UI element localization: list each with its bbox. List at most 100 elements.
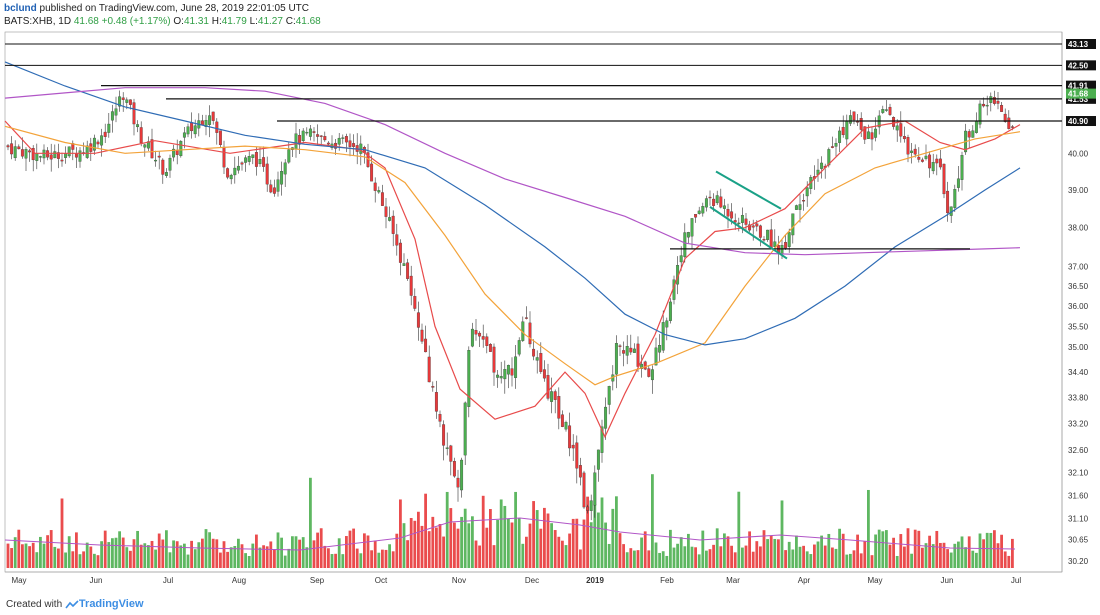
price-axis: 40.00 39.00 38.00 37.00 36.50 36.00 35.50 35.00… [1066,39,1096,566]
volume-bar [521,543,525,568]
volume-bar [773,538,777,568]
candle-body [629,347,633,353]
candle-body [442,424,446,446]
candle-body [298,135,302,145]
volume-bar [874,534,877,568]
volume-bar [503,505,507,568]
candle-body [632,348,636,353]
candle-body [78,150,82,162]
volume-bar [737,491,741,568]
volume-bar [672,547,676,568]
x-tick-label: Aug [232,576,246,585]
volume-bar [528,523,532,568]
volume-bar [442,536,445,568]
candle-body [758,225,762,238]
moving-average-line[interactable] [4,87,1021,256]
volume-bar [424,493,427,568]
published-text: published on TradingView.com, June 28, 2… [36,3,309,14]
volume-bar [827,533,831,568]
volume-bar [507,518,510,568]
price-level-label: 43.13 [1068,40,1089,49]
candle-body [820,162,824,169]
candle-body [557,396,561,419]
volume-bar [341,554,345,568]
candle-body [470,328,474,347]
moving-average-line[interactable] [4,125,1021,386]
volume-bar [514,491,517,568]
volume-bar [175,541,179,568]
candle-body [172,148,176,158]
volume-bar [1003,551,1007,568]
candle-body [53,151,57,159]
volume-bar [805,551,809,568]
candle-body [254,152,258,167]
volume-bar [449,508,453,568]
candle-body [568,425,572,449]
candle-body [287,149,291,163]
price-level-label: 40.90 [1068,117,1089,126]
candle-body [953,189,957,208]
y-tick-label: 31.10 [1068,514,1089,523]
volume-bar [485,527,489,568]
candle-body [344,136,348,143]
volume-bar [676,543,679,568]
candle-body [737,222,741,225]
candle-body [733,220,737,223]
last-price: 41.68 [73,16,99,27]
candle-body [740,215,744,223]
candle-body [125,99,129,103]
channel-upper-line[interactable] [715,170,782,210]
candle-body [226,168,230,178]
last-price-tag [1066,88,1096,99]
volume-bar [280,537,283,568]
candle-body [161,159,165,175]
y-tick-label: 33.20 [1068,420,1089,429]
candle-body [578,465,582,478]
moving-average-line[interactable] [4,61,1021,346]
candle-body [128,99,132,105]
volume-bar [193,549,197,568]
volume-bar [21,544,24,568]
y-tick-label: 32.10 [1068,468,1089,477]
candle-body [182,132,186,138]
volume-bar [964,547,967,568]
volume-bar [150,540,154,568]
candle-body [218,130,222,146]
candle-body [704,198,708,208]
volume-bar [100,541,103,568]
volume-bar [708,549,712,568]
candle-body [143,144,147,148]
volume-bar [733,552,737,568]
channel-lower-line[interactable] [709,206,788,260]
moving-average-line[interactable] [4,120,1021,439]
volume-bar [795,535,798,568]
volume-bar [355,548,359,568]
close-value: 41.68 [295,16,321,27]
volume-bar [939,542,942,568]
volume-bar [654,542,658,568]
volume-bar [885,530,888,568]
volume-bar [157,533,161,568]
volume-bar [953,543,957,568]
volume-bar [546,513,550,568]
volume-bar [643,531,647,568]
volume-bar [370,550,373,568]
candle-body [269,184,273,193]
volume-bar [39,536,42,568]
volume-bar [388,544,391,568]
volume-bar [787,541,791,568]
volume-bar [49,530,53,568]
candle-body [193,125,197,135]
price-level-tag [1066,116,1096,127]
tradingview-brand[interactable]: TradingView [78,598,144,610]
open-value: 41.31 [183,16,209,27]
candle-body [168,157,172,171]
candle-body [924,155,928,159]
header-line-1: bclund published on TradingView.com, Jun… [4,3,309,15]
x-tick-label: May [867,576,882,585]
candle-body [373,182,377,191]
author-name[interactable]: bclund [4,3,37,14]
y-tick-label: 36.00 [1068,302,1089,311]
candle-body [582,472,586,508]
